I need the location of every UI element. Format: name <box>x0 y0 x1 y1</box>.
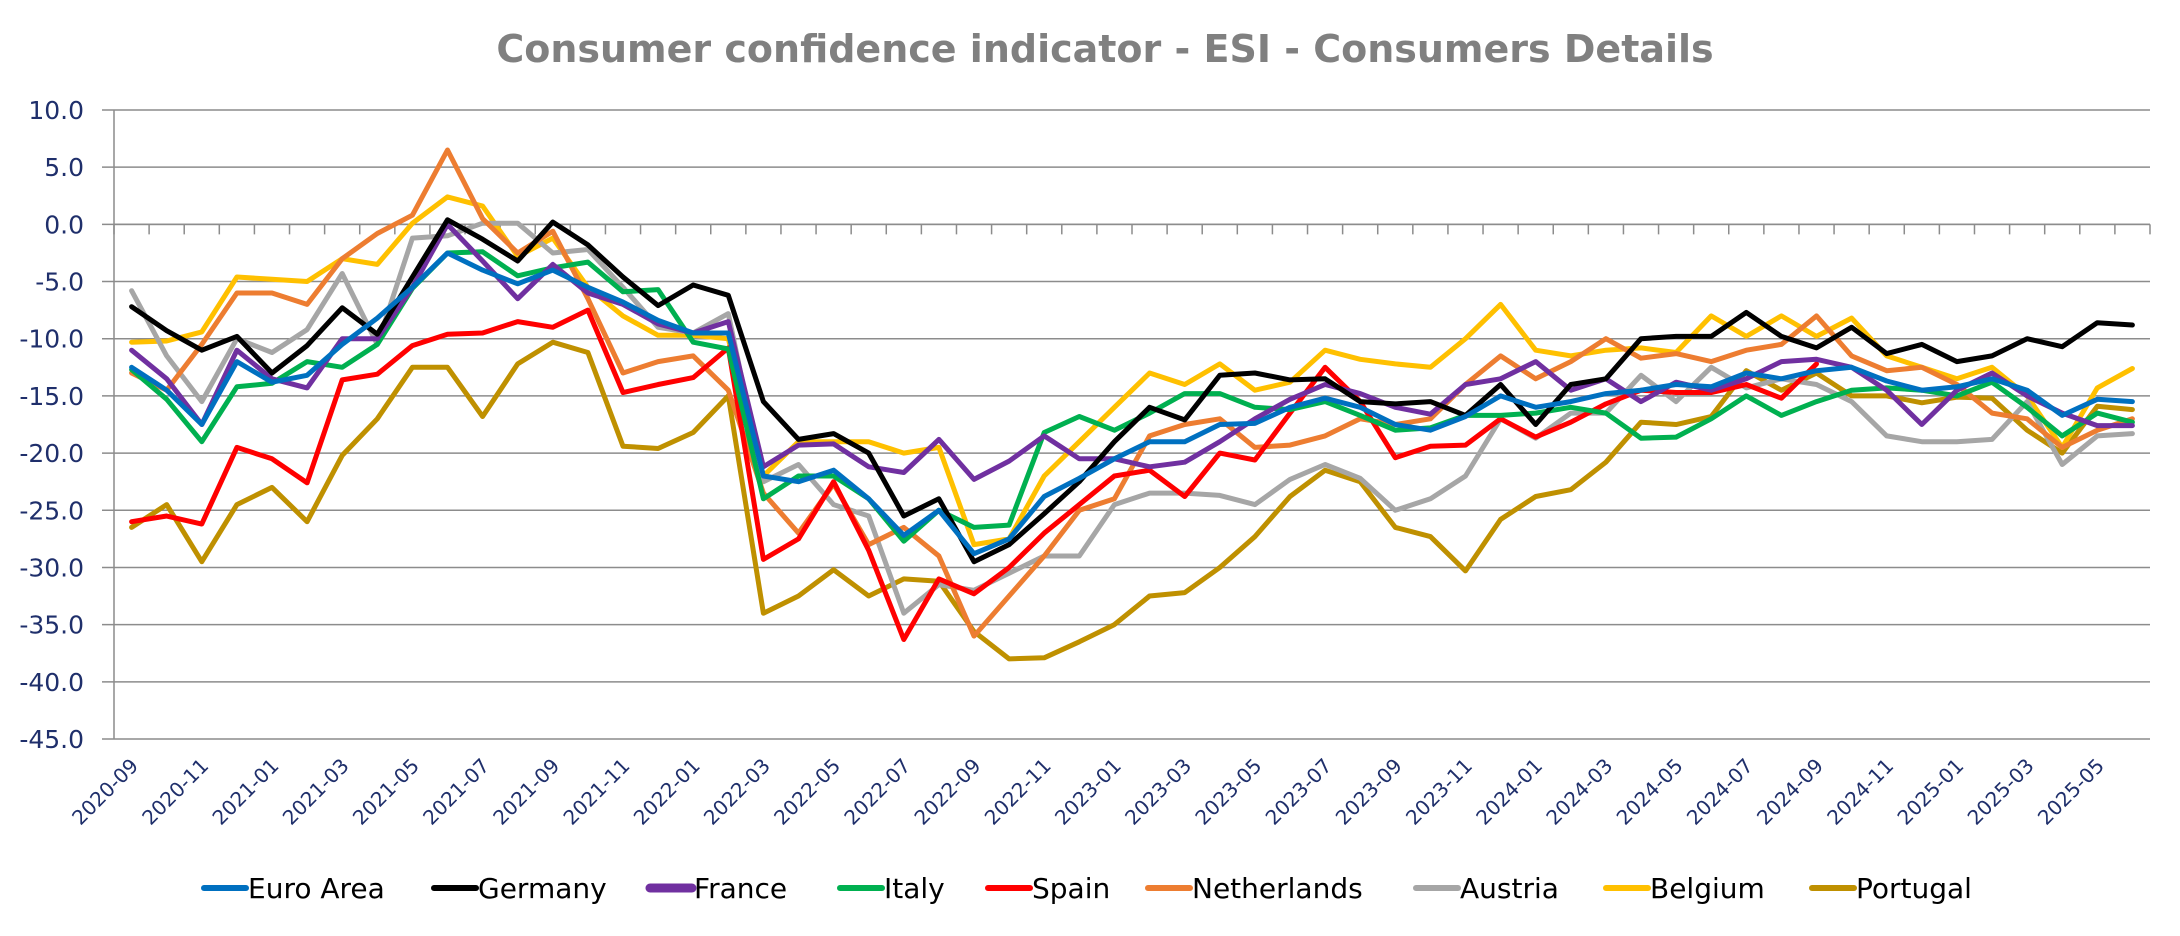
x-tick-label: 2021-11 <box>558 754 634 830</box>
x-tick-label: 2024-11 <box>1822 754 1898 830</box>
x-tick-label: 2021-03 <box>278 754 354 830</box>
legend-label: Austria <box>1460 872 1559 905</box>
y-axis-tick-labels: 10.0 5.0 0.0 -5.0 -10.0 -15.0 -20.0 -25.0 -30.0 -… <box>19 96 84 754</box>
x-tick-label: 2023-01 <box>1050 754 1126 830</box>
legend-label: Italy <box>884 872 945 905</box>
legend-item-italy: Italy <box>837 872 945 905</box>
legend-label: Germany <box>478 872 607 905</box>
x-tick-label: 2022-07 <box>839 754 915 830</box>
y-tick-label: -10.0 <box>19 325 84 354</box>
legend-item-portugal: Portugal <box>1809 872 1972 905</box>
x-tick-label: 2020-09 <box>67 754 143 830</box>
y-tick-label: -30.0 <box>19 553 84 582</box>
x-tick-label: 2022-03 <box>699 754 775 830</box>
legend-item-netherlands: Netherlands <box>1145 872 1363 905</box>
y-tick-label: -5.0 <box>35 268 84 297</box>
series-line-belgium <box>129 194 2135 548</box>
y-tick-label: -40.0 <box>19 668 84 697</box>
legend-item-spain: Spain <box>985 872 1110 905</box>
x-tick-label: 2021-09 <box>488 754 564 830</box>
x-tick-label: 2024-09 <box>1752 754 1828 830</box>
legend-item-france: France <box>645 872 787 905</box>
y-tick-label: -20.0 <box>19 439 84 468</box>
series-line-netherlands <box>129 147 2135 639</box>
legend-label: Euro Area <box>248 872 385 905</box>
y-tick-label: -45.0 <box>19 725 84 754</box>
x-axis-tick-labels: 2020-092020-112021-012021-032021-052021-… <box>67 754 2109 830</box>
legend-item-germany: Germany <box>431 872 607 905</box>
series-line-euro-area <box>129 250 2135 557</box>
series-line-france <box>129 221 2135 482</box>
x-tick-label: 2021-05 <box>348 754 424 830</box>
x-tick-label: 2024-07 <box>1682 754 1758 830</box>
x-tick-label: 2021-07 <box>418 754 494 830</box>
legend-label: Belgium <box>1650 872 1765 905</box>
x-tick-label: 2020-11 <box>137 754 213 830</box>
legend-label: Portugal <box>1856 872 1972 905</box>
y-tick-label: -25.0 <box>19 496 84 525</box>
x-tick-label: 2025-03 <box>1963 754 2039 830</box>
x-tick-label: 2023-05 <box>1190 754 1266 830</box>
legend-label: France <box>694 872 787 905</box>
legend-label: Spain <box>1032 872 1110 905</box>
legend-item-euro-area: Euro Area <box>201 872 385 905</box>
y-tick-label: 0.0 <box>44 210 84 239</box>
x-tick-label: 2025-05 <box>2033 754 2109 830</box>
series-lines <box>129 147 2135 662</box>
y-tick-label: -35.0 <box>19 611 84 640</box>
y-tick-label: 10.0 <box>28 96 84 125</box>
legend-item-austria: Austria <box>1413 872 1559 905</box>
x-tick-label: 2023-07 <box>1261 754 1337 830</box>
y-tick-label: 5.0 <box>44 153 84 182</box>
x-tick-label: 2024-05 <box>1612 754 1688 830</box>
x-tick-label: 2025-01 <box>1892 754 1968 830</box>
x-tick-label: 2023-03 <box>1120 754 1196 830</box>
series-line-spain <box>129 307 1819 642</box>
x-tick-label: 2023-11 <box>1401 754 1477 830</box>
x-tick-label: 2021-01 <box>207 754 283 830</box>
x-tick-label: 2024-01 <box>1471 754 1547 830</box>
x-tick-label: 2022-11 <box>980 754 1056 830</box>
x-tick-label: 2022-09 <box>910 754 986 830</box>
x-tick-label: 2022-01 <box>629 754 705 830</box>
x-tick-label: 2024-03 <box>1541 754 1617 830</box>
y-tick-label: -15.0 <box>19 382 84 411</box>
legend: Euro Area Germany France Italy Spain Netherla… <box>201 872 1972 905</box>
series-line-germany <box>129 217 2135 565</box>
legend-item-belgium: Belgium <box>1603 872 1765 905</box>
chart-title: Consumer confidence indicator - ESI - Co… <box>496 27 1713 71</box>
legend-label: Netherlands <box>1192 872 1363 905</box>
x-tick-label: 2022-05 <box>769 754 845 830</box>
x-tick-label: 2023-09 <box>1331 754 1407 830</box>
